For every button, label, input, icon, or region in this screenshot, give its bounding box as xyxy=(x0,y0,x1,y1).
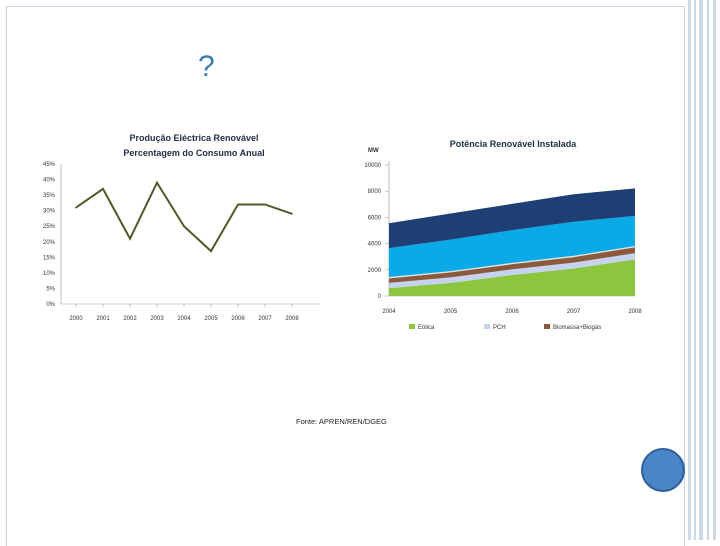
x-tick-label: 2007 xyxy=(567,309,581,315)
x-tick-label: 2004 xyxy=(382,309,396,315)
y-tick-label: 0% xyxy=(46,302,55,308)
x-tick-label: 2003 xyxy=(150,316,164,322)
slide-frame xyxy=(6,6,685,546)
y-tick-label: 25% xyxy=(43,224,56,230)
rail-line xyxy=(699,0,703,540)
x-tick-label: 2008 xyxy=(628,309,642,315)
area-chart: MW 0 2000 4000 6000 8000 10000 2004 2005 2006 2007… xyxy=(364,148,642,331)
rail-line xyxy=(707,0,709,540)
area-series xyxy=(389,247,635,283)
x-tick-label: 2007 xyxy=(258,316,272,322)
data-point xyxy=(264,203,266,206)
source-note: Fonte: APREN/REN/DGEG xyxy=(296,417,387,426)
y-tick-label: 6000 xyxy=(368,215,382,221)
x-tick-label: 2000 xyxy=(69,316,83,322)
legend-label: PCH xyxy=(493,325,506,331)
y-tick-label: 8000 xyxy=(368,189,382,195)
area-series xyxy=(389,253,635,289)
y-tick-label: 10000 xyxy=(364,163,381,169)
x-tick-label: 2004 xyxy=(177,316,191,322)
legend-swatch xyxy=(484,324,490,329)
y-tick-label: 15% xyxy=(43,255,56,261)
x-tick-label: 2005 xyxy=(204,316,218,322)
line-chart-title: Produção Eléctrica Renovável xyxy=(129,133,259,143)
y-axis-label: MW xyxy=(368,148,379,154)
data-point xyxy=(156,181,158,184)
data-point xyxy=(183,225,185,228)
data-point xyxy=(291,212,293,215)
data-point xyxy=(102,188,104,190)
area-series xyxy=(389,215,635,278)
x-tick-label: 2002 xyxy=(123,316,137,322)
rail-line xyxy=(694,0,696,540)
decorative-circle xyxy=(641,448,685,492)
legend-swatch xyxy=(544,324,550,329)
x-tick-label: 2005 xyxy=(444,309,458,315)
line-chart: 0% 5% 10% 15% 20% 25% 30% 35% 40% 45% 2000 2001 2002… xyxy=(43,162,320,322)
y-tick-label: 40% xyxy=(43,178,56,184)
rail-line xyxy=(713,0,716,540)
y-tick-label: 30% xyxy=(43,209,56,215)
y-tick-label: 2000 xyxy=(368,268,382,274)
y-tick-label: 5% xyxy=(46,286,55,292)
data-point xyxy=(129,237,131,240)
y-tick-label: 45% xyxy=(43,162,56,168)
legend-label: Biomassa+Biogás xyxy=(553,325,601,331)
legend-label: Eólica xyxy=(418,325,435,331)
x-tick-label: 2001 xyxy=(96,316,110,322)
y-tick-label: 4000 xyxy=(368,242,382,248)
area-chart-title: Potência Renovável Instalada xyxy=(449,139,577,149)
legend-swatch xyxy=(409,324,415,329)
x-tick-label: 2008 xyxy=(285,316,299,322)
decorative-rails xyxy=(686,0,720,540)
slide-title: ? xyxy=(198,50,215,83)
area-series xyxy=(389,245,635,279)
x-tick-label: 2006 xyxy=(505,309,519,315)
y-tick-label: 10% xyxy=(43,271,56,277)
y-tick-label: 20% xyxy=(43,240,56,246)
line-chart-subtitle: Percentagem do Consumo Anual xyxy=(123,148,265,158)
series-line xyxy=(75,180,293,253)
y-tick-label: 35% xyxy=(43,193,56,199)
rail-line xyxy=(688,0,691,540)
area-series xyxy=(389,188,635,249)
y-tick-label: 0 xyxy=(378,294,382,300)
x-tick-label: 2006 xyxy=(231,316,245,322)
data-point xyxy=(75,206,77,209)
data-point xyxy=(237,203,239,206)
data-point xyxy=(210,250,212,252)
